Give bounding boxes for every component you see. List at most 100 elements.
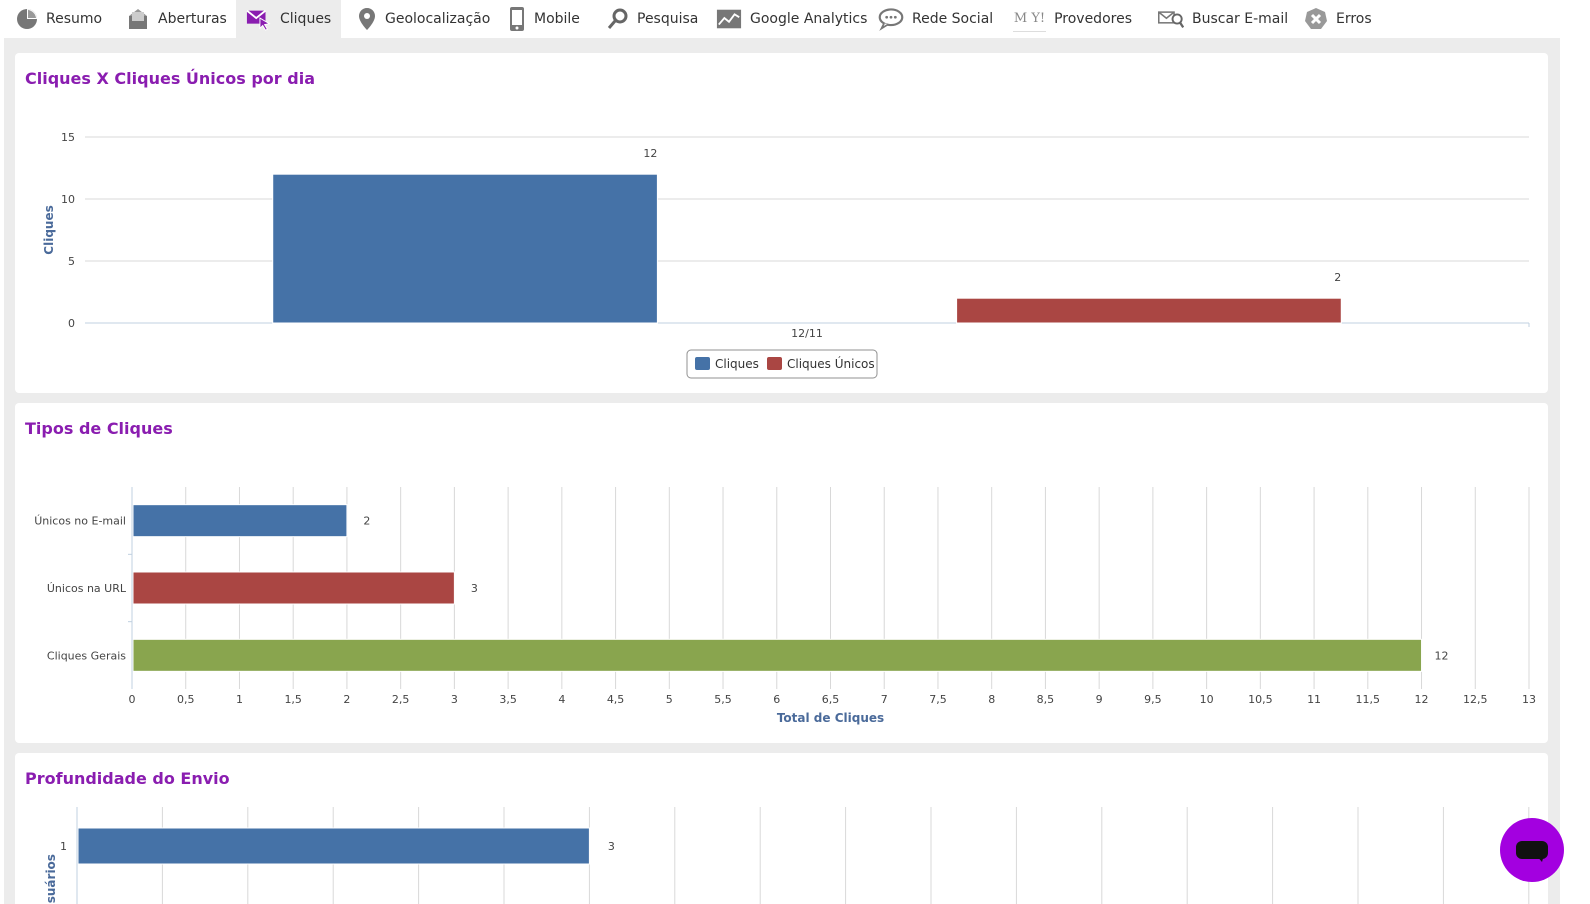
analytics-chart-icon (716, 6, 742, 32)
tab-mobile[interactable]: Mobile (498, 0, 585, 38)
envelope-cursor-icon (246, 6, 272, 32)
data-label: 3 (471, 582, 478, 595)
envelope-search-icon (1158, 6, 1184, 32)
x-tick-label: 12/11 (791, 327, 823, 340)
x-tick-label: 8,5 (1037, 693, 1055, 706)
speech-bubble-icon (878, 6, 904, 32)
x-tick-label: 0 (129, 693, 136, 706)
tab-label: Rede Social (912, 11, 994, 27)
x-tick-label: 13 (1522, 693, 1536, 706)
tab-label: Erros (1336, 11, 1372, 27)
y-axis-title: Cliques (42, 205, 56, 254)
bar-cliques-unicos (956, 297, 1342, 324)
tab-google-analytics[interactable]: Google Analytics (706, 0, 867, 38)
x-tick-label: 10 (1200, 693, 1214, 706)
x-tick-label: 3 (451, 693, 458, 706)
bar-cliques (272, 173, 658, 324)
chat-widget-button[interactable] (1500, 818, 1564, 882)
x-tick-label: 12,5 (1463, 693, 1488, 706)
tab-label: Provedores (1054, 11, 1132, 27)
data-label: 3 (608, 840, 615, 853)
tab-label: Mobile (534, 11, 580, 27)
tab-label: Geolocalização (385, 11, 491, 27)
x-tick-label: 11,5 (1356, 693, 1381, 706)
magnifier-icon (607, 6, 629, 32)
x-tick-label: 9,5 (1144, 693, 1162, 706)
x-tick-label: 1 (236, 693, 243, 706)
tab-buscar-e-mail[interactable]: Buscar E-mail (1148, 0, 1289, 38)
legend-swatch-cliques (695, 357, 710, 370)
bar-unicos-no-e-mail (132, 504, 348, 538)
tab-cliques[interactable]: Cliques (236, 0, 341, 38)
daily-clicks-card: Cliques X Cliques Únicos por dia 0 5 10 15 C… (15, 53, 1548, 393)
y-tick-label: 15 (61, 131, 75, 144)
x-tick-label: 5 (666, 693, 673, 706)
legend-swatch-cliques-unicos (767, 357, 782, 370)
report-content: Cliques X Cliques Únicos por dia 0 5 10 15 C… (4, 38, 1560, 904)
x-tick-label: 11 (1307, 693, 1321, 706)
envelope-open-icon (126, 6, 150, 32)
data-label: 12 (1435, 649, 1449, 662)
data-label: 12 (643, 147, 657, 160)
error-x-icon (1304, 6, 1328, 32)
send-depth-title: Profundidade do Envio (25, 769, 230, 788)
x-tick-label: 10,5 (1248, 693, 1273, 706)
click-types-title: Tipos de Cliques (25, 419, 173, 438)
y-tick-label: 1 (60, 840, 67, 853)
x-tick-label: 9 (1096, 693, 1103, 706)
x-tick-label: 7,5 (929, 693, 947, 706)
x-tick-label: 4,5 (607, 693, 625, 706)
daily-clicks-chart: 0 5 10 15 Cliques 12/11 12 2 Cliques Cliques Únic… (42, 131, 1530, 379)
x-axis-title: Total de Cliques (777, 711, 884, 725)
x-tick-label: 6 (773, 693, 780, 706)
providers-logo-icon: M Y! (1013, 6, 1047, 32)
legend-label-cliques: Cliques (715, 357, 759, 371)
y-tick-label: 0 (68, 317, 75, 330)
pie-chart-icon (16, 6, 38, 32)
tab-erros[interactable]: Erros (1294, 0, 1378, 38)
click-types-card: Tipos de Cliques 0 0,5 1 1,5 2 2,5 3 3,5 4 4,5 5 5,… (15, 403, 1548, 743)
legend-label-cliques-unicos: Cliques Únicos (787, 356, 875, 371)
bar-cliques-gerais (132, 638, 1423, 672)
tab-label: Google Analytics (750, 11, 868, 27)
y-tick-label: Únicos na URL (47, 582, 127, 595)
map-pin-icon (357, 6, 377, 32)
tab-resumo[interactable]: Resumo (6, 0, 106, 38)
bar-depth-1 (77, 827, 590, 865)
x-tick-label: 3,5 (499, 693, 516, 706)
x-tick-label: 2 (343, 693, 350, 706)
y-tick-label: 5 (68, 255, 75, 268)
x-tick-label: 5,5 (714, 693, 732, 706)
tab-pesquisa[interactable]: Pesquisa (597, 0, 700, 38)
y-axis-title: Usuários (44, 854, 58, 904)
tab-label: Resumo (46, 11, 103, 27)
x-tick-label: 2,5 (392, 693, 410, 706)
data-label: 2 (1334, 271, 1341, 284)
y-tick-label: Cliques Gerais (47, 649, 126, 662)
x-tick-label: 1,5 (284, 693, 302, 706)
chat-bubble-icon (1516, 841, 1548, 862)
y-tick-label: Únicos no E-mail (34, 515, 126, 528)
x-tick-label: 12 (1415, 693, 1429, 706)
mobile-phone-icon (508, 6, 526, 32)
tab-geolocalizacao[interactable]: Geolocalização (347, 0, 490, 38)
x-tick-label: 6,5 (822, 693, 840, 706)
report-tab-bar: Resumo Aberturas Cliques Geolocalização Mobi… (0, 0, 1590, 38)
x-tick-label: 4 (558, 693, 565, 706)
y-tick-label: 10 (61, 193, 75, 206)
bar-unicos-na-url (132, 571, 455, 605)
tab-aberturas[interactable]: Aberturas (116, 0, 233, 38)
tab-provedores[interactable]: M Y! Provedores (1003, 0, 1142, 38)
tab-label: Cliques (280, 11, 332, 27)
send-depth-card: Profundidade do Envio Usuários 1 3 (15, 753, 1548, 904)
x-tick-label: 8 (988, 693, 995, 706)
x-tick-label: 7 (881, 693, 888, 706)
x-tick-label: 0,5 (177, 693, 195, 706)
tab-rede-social[interactable]: Rede Social (868, 0, 994, 38)
data-label: 2 (363, 515, 370, 528)
tab-label: Buscar E-mail (1192, 11, 1289, 27)
tab-label: Pesquisa (637, 11, 699, 27)
daily-clicks-title: Cliques X Cliques Únicos por dia (25, 69, 315, 88)
tab-label: Aberturas (158, 11, 227, 27)
